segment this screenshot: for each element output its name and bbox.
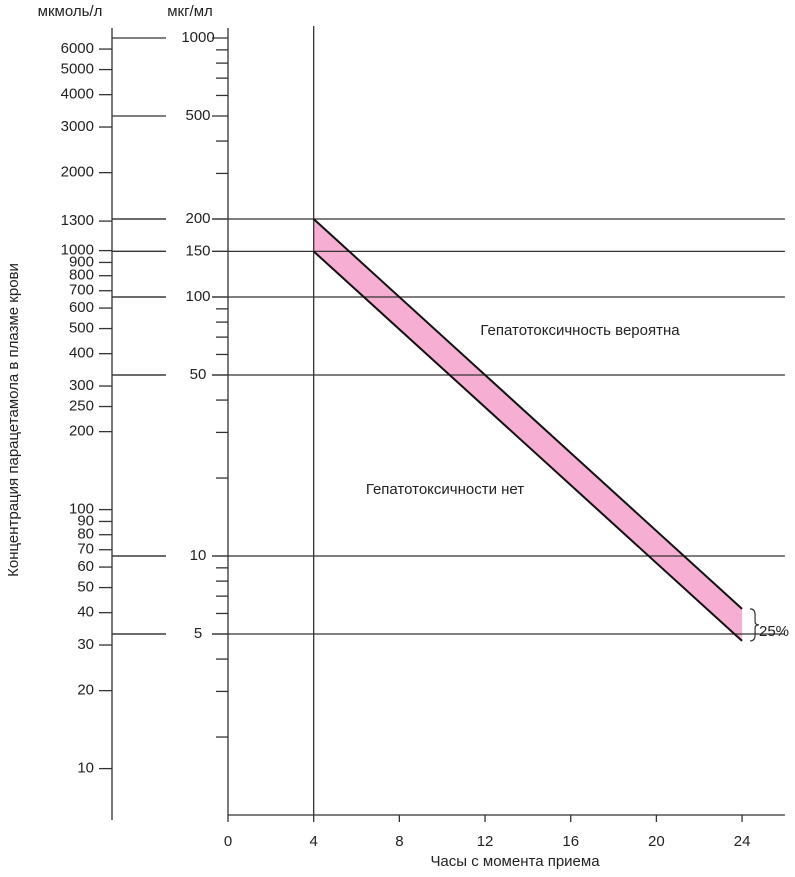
- y-tick-label: 10: [190, 547, 207, 564]
- y2-tick-label: 400: [69, 345, 94, 362]
- y2-tick-label: 40: [77, 604, 94, 621]
- y2-tick-label: 50: [77, 579, 94, 596]
- label-background: [166, 288, 212, 306]
- x-axis-label: Часы с момента приема: [430, 853, 600, 870]
- label-background: [166, 210, 212, 229]
- x-tick-label: 8: [395, 833, 403, 850]
- label-background: [166, 106, 212, 125]
- y2-tick-label: 250: [69, 398, 94, 415]
- label-background: [166, 365, 212, 384]
- y2-tick-label: 5000: [61, 61, 94, 78]
- y-unit: мкг/мл: [167, 3, 213, 20]
- x-tick-label: 16: [562, 833, 579, 850]
- band: [313, 219, 743, 641]
- label-background: [166, 242, 212, 261]
- y2-tick-label: 200: [69, 423, 94, 440]
- y2-tick-label: 70: [77, 541, 94, 558]
- y2-tick-label: 20: [77, 682, 94, 699]
- brace: [750, 608, 760, 642]
- y2-tick-label: 500: [69, 320, 94, 337]
- y2-tick-label: 2000: [61, 164, 94, 181]
- y2-tick-label: 700: [69, 282, 94, 299]
- y-tick-label: 5: [194, 625, 202, 642]
- y2-tick-label: 90: [77, 512, 94, 529]
- y-tick-label: 200: [185, 210, 210, 227]
- annotation: 25%: [759, 623, 789, 640]
- x-tick-label: 24: [734, 833, 751, 850]
- y-tick-label: 100: [185, 288, 210, 305]
- y2-tick-label: 4000: [61, 86, 94, 103]
- y-tick-label: 1000: [181, 29, 214, 46]
- y2-tick-label: 80: [77, 526, 94, 543]
- y2-tick-label: 10: [77, 760, 94, 777]
- line: [313, 218, 743, 610]
- label-background: [166, 624, 212, 643]
- y-tick-label: 150: [185, 242, 210, 259]
- y-tick-label: 500: [185, 107, 210, 124]
- x-tick-label: 12: [477, 833, 494, 850]
- y-axis-label: Концентрация парацетамола в плазме крови: [5, 263, 22, 577]
- line: [313, 250, 743, 642]
- y2-tick-label: 1300: [61, 212, 94, 229]
- annotation: Гепатотоксичность вероятна: [480, 322, 680, 339]
- y2-tick-label: 600: [69, 299, 94, 316]
- y2-tick-label: 300: [69, 377, 94, 394]
- x-tick-label: 20: [648, 833, 665, 850]
- label-background: [166, 29, 212, 47]
- x-tick-label: 0: [224, 833, 232, 850]
- x-tick-label: 4: [310, 833, 318, 850]
- label-background: [166, 547, 212, 565]
- y2-tick-label: 3000: [61, 118, 94, 135]
- y2-tick-label: 900: [69, 253, 94, 270]
- annotation: Гепатотоксичности нет: [366, 481, 524, 498]
- y2-tick-label: 60: [77, 558, 94, 575]
- y-tick-label: 50: [190, 366, 207, 383]
- y2-tick-label: 800: [69, 267, 94, 284]
- y2-unit: мкмоль/л: [38, 3, 103, 20]
- y2-tick-label: 100: [69, 501, 94, 518]
- y2-tick-label: 1000: [61, 242, 94, 259]
- y2-tick-label: 30: [77, 636, 94, 653]
- y2-tick-label: 6000: [61, 40, 94, 57]
